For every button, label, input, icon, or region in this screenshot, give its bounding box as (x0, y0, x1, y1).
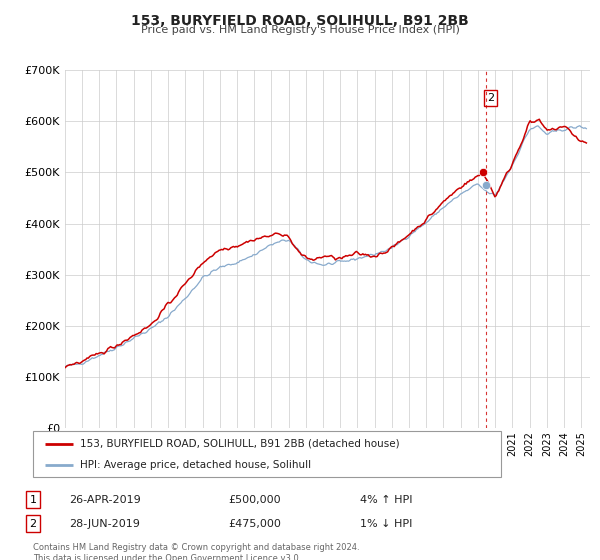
Text: £475,000: £475,000 (228, 519, 281, 529)
Text: HPI: Average price, detached house, Solihull: HPI: Average price, detached house, Soli… (80, 460, 311, 470)
FancyBboxPatch shape (33, 431, 501, 477)
Text: 153, BURYFIELD ROAD, SOLIHULL, B91 2BB (detached house): 153, BURYFIELD ROAD, SOLIHULL, B91 2BB (… (80, 438, 400, 449)
Text: 2: 2 (487, 93, 494, 103)
Text: £500,000: £500,000 (228, 494, 281, 505)
Text: 28-JUN-2019: 28-JUN-2019 (69, 519, 140, 529)
Text: 4% ↑ HPI: 4% ↑ HPI (360, 494, 413, 505)
Text: 153, BURYFIELD ROAD, SOLIHULL, B91 2BB: 153, BURYFIELD ROAD, SOLIHULL, B91 2BB (131, 14, 469, 28)
Text: 26-APR-2019: 26-APR-2019 (69, 494, 141, 505)
Text: 2: 2 (29, 519, 37, 529)
Text: 1: 1 (29, 494, 37, 505)
Text: Contains HM Land Registry data © Crown copyright and database right 2024.
This d: Contains HM Land Registry data © Crown c… (33, 543, 359, 560)
Text: 1% ↓ HPI: 1% ↓ HPI (360, 519, 412, 529)
Text: Price paid vs. HM Land Registry's House Price Index (HPI): Price paid vs. HM Land Registry's House … (140, 25, 460, 35)
